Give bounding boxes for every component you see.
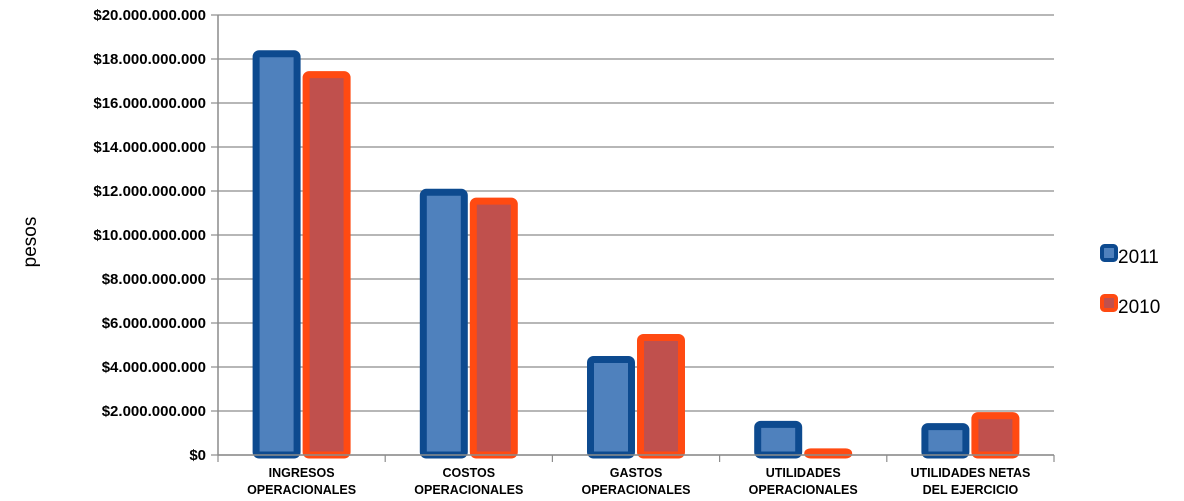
bar-2011 (419, 188, 468, 459)
bar-2010 (302, 71, 351, 459)
bar-2010 (469, 197, 518, 459)
bars (252, 50, 1020, 459)
x-tick-label: GASTOS OPERACIONALES (581, 466, 690, 497)
y-axis-ticks: $0 $2.000.000.000 $4.000.000.000 $6.000.000… (93, 7, 218, 464)
bar-2010 (637, 334, 685, 459)
legend-swatch-2011 (1100, 244, 1118, 262)
x-tick-label: INGRESOS OPERACIONALES (247, 466, 356, 497)
legend: 2011 2010 (1100, 244, 1160, 318)
legend-label-2010: 2010 (1118, 297, 1160, 318)
x-axis-labels: INGRESOS OPERACIONALES COSTOS OPERACIONALES… (247, 466, 1030, 497)
y-tick-label: $0 (189, 447, 206, 464)
x-tick-label: UTILIDADES OPERACIONALES (749, 466, 858, 497)
axes (217, 15, 1055, 462)
y-tick-label: $4.000.000.000 (102, 359, 206, 376)
x-tick-label: COSTOS OPERACIONALES (414, 466, 523, 497)
bar-2011 (921, 423, 970, 459)
y-tick-label: $8.000.000.000 (102, 271, 206, 288)
y-tick-label: $10.000.000.000 (93, 227, 206, 244)
legend-label-2011: 2011 (1118, 247, 1159, 268)
y-tick-label: $16.000.000.000 (93, 95, 206, 112)
gridlines (218, 14, 1054, 456)
y-tick-label: $14.000.000.000 (93, 139, 206, 156)
bar-2011 (754, 420, 803, 459)
y-tick-label: $12.000.000.000 (93, 183, 206, 200)
y-tick-label: $20.000.000.000 (93, 7, 206, 24)
y-tick-label: $18.000.000.000 (93, 51, 206, 68)
y-axis-label: pesos (20, 217, 41, 268)
y-tick-label: $6.000.000.000 (102, 315, 206, 332)
y-tick-label: $2.000.000.000 (102, 403, 206, 420)
bar-2011 (252, 50, 301, 459)
x-tick-label: UTILIDADES NETAS DEL EJERCICIO (910, 466, 1030, 497)
bar-2010 (971, 412, 1020, 459)
bar-2011 (587, 356, 635, 459)
legend-swatch-2010 (1100, 294, 1118, 312)
